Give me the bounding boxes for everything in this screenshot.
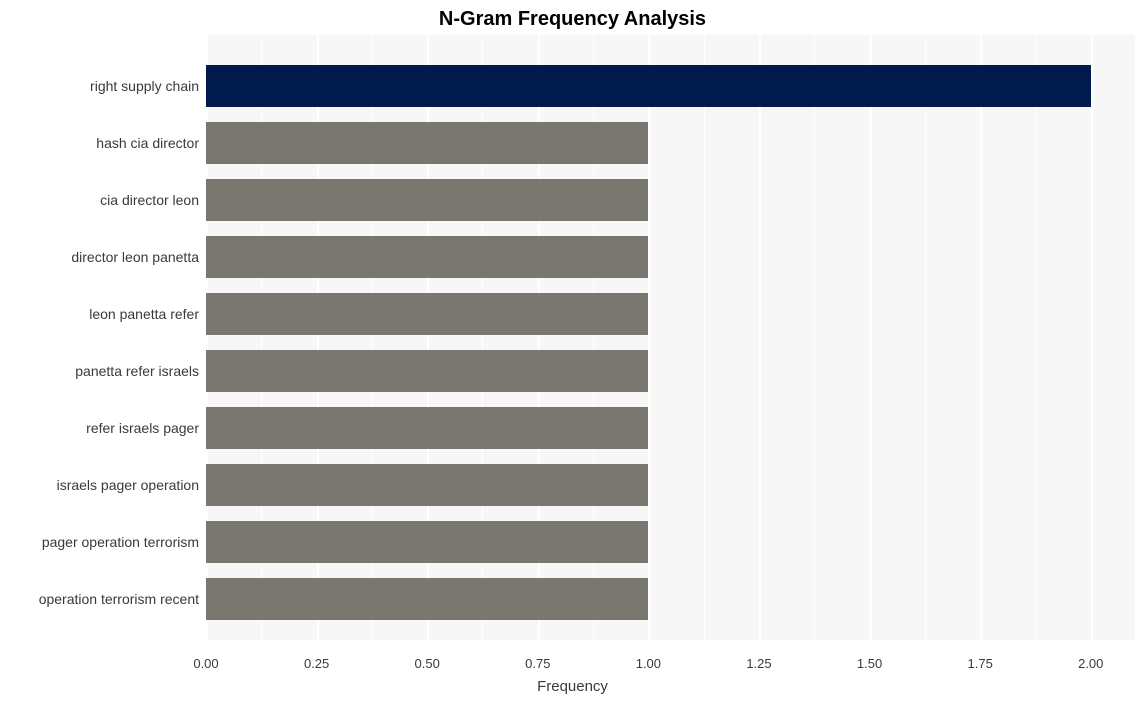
chart-container: N-Gram Frequency Analysis Frequency righ…	[0, 0, 1145, 701]
y-tick-label: cia director leon	[100, 193, 199, 207]
x-tick-label: 2.00	[1078, 656, 1103, 671]
bar	[206, 293, 648, 335]
y-tick-label: refer israels pager	[86, 421, 199, 435]
x-tick-label: 0.00	[193, 656, 218, 671]
y-tick-label: panetta refer israels	[75, 364, 199, 378]
x-tick-label: 1.50	[857, 656, 882, 671]
y-tick-label: leon panetta refer	[89, 307, 199, 321]
gridline-major	[980, 35, 982, 640]
bar	[206, 464, 648, 506]
x-tick-label: 0.75	[525, 656, 550, 671]
gridline-major	[759, 35, 761, 640]
y-tick-label: pager operation terrorism	[42, 535, 199, 549]
y-tick-label: operation terrorism recent	[39, 592, 199, 606]
bar	[206, 521, 648, 563]
bar	[206, 578, 648, 620]
bar	[206, 407, 648, 449]
gridline-minor	[814, 35, 815, 640]
y-tick-label: right supply chain	[90, 79, 199, 93]
gridline-minor	[704, 35, 705, 640]
gridline-minor	[1035, 35, 1036, 640]
x-tick-label: 1.25	[746, 656, 771, 671]
gridline-major	[648, 35, 650, 640]
x-tick-label: 1.75	[968, 656, 993, 671]
bar	[206, 350, 648, 392]
x-tick-label: 1.00	[636, 656, 661, 671]
x-tick-label: 0.25	[304, 656, 329, 671]
bar	[206, 65, 1091, 107]
bar	[206, 122, 648, 164]
x-axis-label: Frequency	[0, 678, 1145, 695]
plot-area	[206, 35, 1135, 640]
y-tick-label: hash cia director	[96, 136, 199, 150]
y-tick-label: director leon panetta	[71, 250, 199, 264]
y-tick-label: israels pager operation	[57, 478, 199, 492]
gridline-major	[1091, 35, 1093, 640]
bar	[206, 179, 648, 221]
chart-title: N-Gram Frequency Analysis	[0, 8, 1145, 31]
gridline-minor	[925, 35, 926, 640]
x-tick-label: 0.50	[415, 656, 440, 671]
bar	[206, 236, 648, 278]
gridline-major	[870, 35, 872, 640]
